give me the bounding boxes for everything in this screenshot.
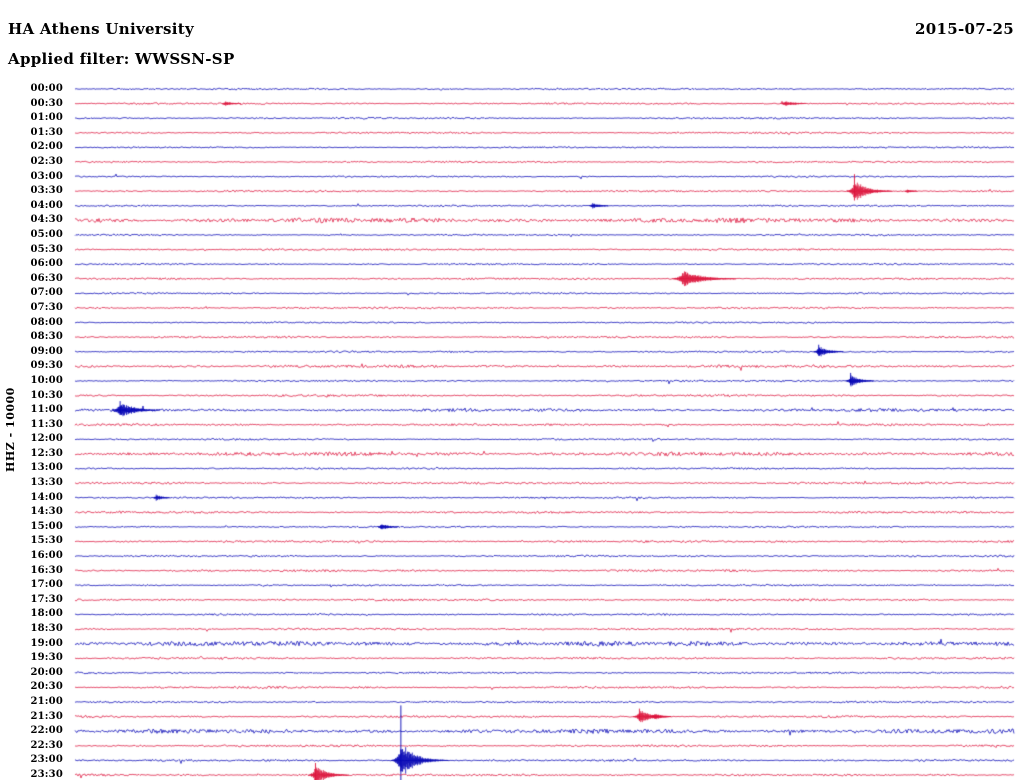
helicorder-traces-canvas (0, 0, 1024, 780)
